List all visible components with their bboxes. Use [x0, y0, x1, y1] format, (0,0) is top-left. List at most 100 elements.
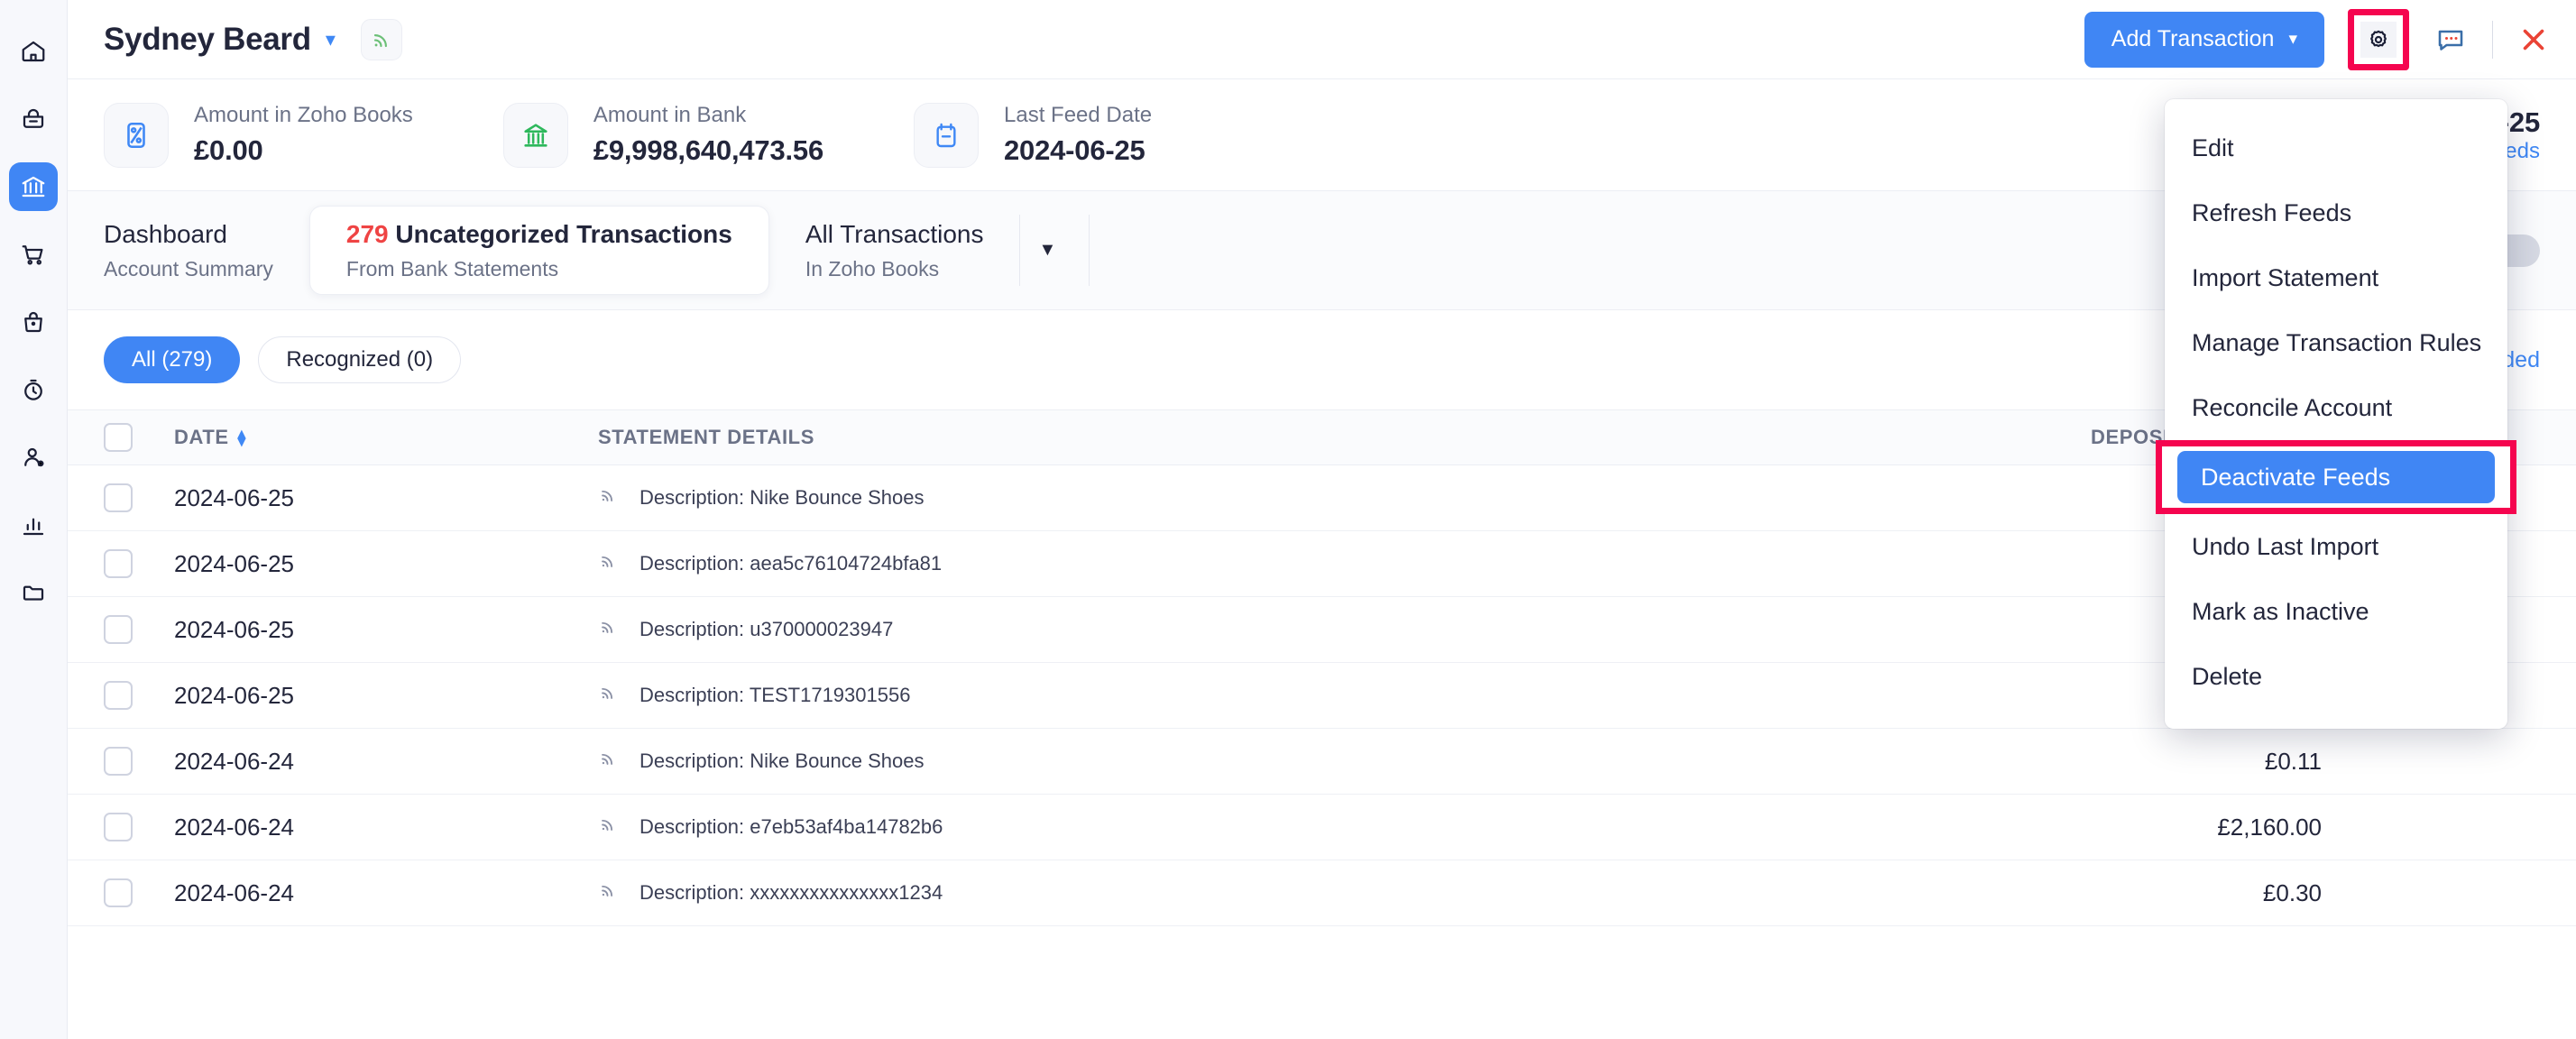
uncategorized-count: 279: [345, 219, 389, 248]
cell-details-text: Description: xxxxxxxxxxxxxxx1234: [639, 881, 943, 904]
bank-amount-icon-glyph: [524, 123, 547, 147]
rss-feed-icon: [598, 814, 618, 840]
select-all-checkbox[interactable]: [104, 423, 133, 452]
rss-feed-icon: [602, 819, 613, 831]
menu-item-refresh-feeds[interactable]: Refresh Feeds: [2165, 180, 2507, 245]
stat-label: Amount in Bank: [593, 103, 747, 127]
cell-deposit: £0.30: [2262, 878, 2322, 906]
table-row[interactable]: 2024-06-25 Description: aea5c76104724bfa8…: [68, 531, 2576, 597]
rss-feed-icon: [598, 617, 618, 642]
row-checkbox[interactable]: [104, 878, 133, 907]
stat-value: £0.00: [194, 134, 263, 166]
row-checkbox[interactable]: [104, 549, 133, 578]
sidebar-item-home[interactable]: [9, 27, 58, 76]
menu-item-label: Reconcile Account: [2192, 393, 2393, 421]
filter-pill-recognized[interactable]: Recognized (0): [258, 336, 462, 383]
add-transaction-button[interactable]: Add Transaction ▾: [2084, 11, 2324, 68]
menu-item-label: Deactivate Feeds: [2177, 451, 2495, 503]
tab-subtitle: Account Summary: [104, 256, 273, 280]
menu-item-label: Undo Last Import: [2192, 532, 2379, 560]
menu-item-delete[interactable]: Delete: [2165, 644, 2507, 709]
sidebar-item-wallet[interactable]: [9, 95, 58, 143]
row-checkbox[interactable]: [104, 813, 133, 841]
sidebar-item-banking[interactable]: [9, 162, 58, 211]
row-select-cell: [104, 813, 174, 841]
sidebar-item-sales[interactable]: [9, 230, 58, 279]
cell-statement-details: Description: TEST1719301556: [598, 683, 1854, 708]
menu-item-import-statement[interactable]: Import Statement: [2165, 245, 2507, 310]
tab-all-transactions[interactable]: All Transactions In Zoho Books: [769, 191, 1020, 309]
caret-down-icon[interactable]: ▼: [1038, 240, 1057, 260]
filter-pill-all[interactable]: All (279): [104, 336, 241, 383]
row-select-cell: [104, 878, 174, 907]
row-checkbox[interactable]: [104, 747, 133, 776]
sidebar-item-time-tracking[interactable]: [9, 365, 58, 414]
feed-status-badge[interactable]: [360, 18, 402, 60]
cell-statement-details: Description: Nike Bounce Shoes: [598, 749, 1854, 774]
shopping-cart-icon: [22, 245, 43, 265]
close-button[interactable]: [2516, 23, 2551, 57]
row-checkbox[interactable]: [104, 615, 133, 644]
wallet-icon: [23, 108, 44, 128]
gear-button-inner: [2360, 21, 2397, 58]
menu-item-edit[interactable]: Edit: [2165, 115, 2507, 180]
chat-bubble-button[interactable]: [2434, 23, 2467, 56]
rss-feed-icon: [602, 687, 613, 699]
bank-amount-icon: [502, 102, 568, 168]
rss-feed-icon: [602, 621, 613, 633]
menu-item-undo-last-import[interactable]: Undo Last Import: [2165, 514, 2507, 579]
cell-deposit: £2,160.00: [2217, 813, 2322, 841]
tab-strip: Dashboard Account Summary 279 Uncategori…: [68, 191, 2576, 310]
column-header-date[interactable]: DATE ▴ ▾: [174, 426, 598, 449]
table-row[interactable]: 2024-06-24 Description: Nike Bounce Shoes…: [68, 729, 2576, 795]
sidebar-item-reports[interactable]: [9, 501, 58, 549]
sidebar-item-purchases[interactable]: [9, 298, 58, 346]
folder-icon: [23, 585, 44, 601]
table-row[interactable]: 2024-06-24 Description: xxxxxxxxxxxxxxx12…: [68, 860, 2576, 926]
menu-item-label: Import Statement: [2192, 263, 2379, 291]
cell-date: 2024-06-25: [174, 681, 294, 709]
cell-date: 2024-06-25: [174, 615, 294, 643]
chevron-down-icon[interactable]: ▾: [325, 27, 336, 51]
rss-feed-icon: [598, 485, 618, 510]
bank-icon: [22, 176, 45, 198]
bag-icon: [24, 311, 42, 333]
chevron-down-icon: ▾: [2288, 30, 2297, 49]
table-header: DATE ▴ ▾ STATEMENT DETAILS DEPOSITS: [68, 409, 2576, 465]
tab-dashboard[interactable]: Dashboard Account Summary: [68, 191, 309, 309]
stat-value: £9,998,640,473.56: [593, 134, 823, 166]
close-icon: [2523, 29, 2544, 50]
transactions-table-body: 2024-06-25 Description: Nike Bounce Shoes…: [68, 465, 2576, 926]
stat-text: Last Feed Date 2024-06-25: [1004, 103, 1152, 167]
cell-statement-details: Description: u370000023947: [598, 617, 1854, 642]
settings-gear-button[interactable]: [2348, 8, 2409, 70]
tab-subtitle: In Zoho Books: [805, 256, 940, 280]
rss-feed-icon: [598, 683, 618, 708]
menu-item-deactivate-feeds[interactable]: Deactivate Feeds: [2156, 440, 2516, 514]
row-checkbox[interactable]: [104, 483, 133, 512]
menu-item-mark-as-inactive[interactable]: Mark as Inactive: [2165, 579, 2507, 644]
sidebar-item-contacts[interactable]: [9, 433, 58, 482]
select-all-cell: [104, 423, 174, 452]
tab-uncategorized-transactions[interactable]: 279 Uncategorized Transactions From Bank…: [308, 206, 769, 295]
filter-bar: All (279) Recognized (0) Excluded: [68, 310, 2576, 409]
rss-feed-icon: [602, 885, 613, 896]
stat-text: Amount in Zoho Books £0.00: [194, 103, 413, 167]
cell-statement-details: Description: aea5c76104724bfa81: [598, 551, 1854, 576]
sidebar-item-documents[interactable]: [9, 568, 58, 617]
cell-details-text: Description: aea5c76104724bfa81: [639, 552, 943, 575]
cell-date: 2024-06-25: [174, 549, 294, 577]
tab-divider: [1019, 215, 1021, 286]
menu-item-manage-transaction-rules[interactable]: Manage Transaction Rules: [2165, 310, 2507, 375]
rss-feed-icon: [602, 490, 613, 501]
sort-icon[interactable]: ▴ ▾: [237, 424, 246, 450]
table-row[interactable]: 2024-06-24 Description: e7eb53af4ba14782b…: [68, 795, 2576, 860]
stat-last-feed-date: Last Feed Date 2024-06-25: [914, 102, 1152, 168]
menu-item-reconcile-account[interactable]: Reconcile Account: [2165, 375, 2507, 440]
row-checkbox[interactable]: [104, 681, 133, 710]
page-title: Sydney Beard: [104, 21, 311, 57]
calendar-icon-glyph: [936, 123, 956, 147]
stat-amount-in-bank: Amount in Bank £9,998,640,473.56: [502, 102, 823, 168]
